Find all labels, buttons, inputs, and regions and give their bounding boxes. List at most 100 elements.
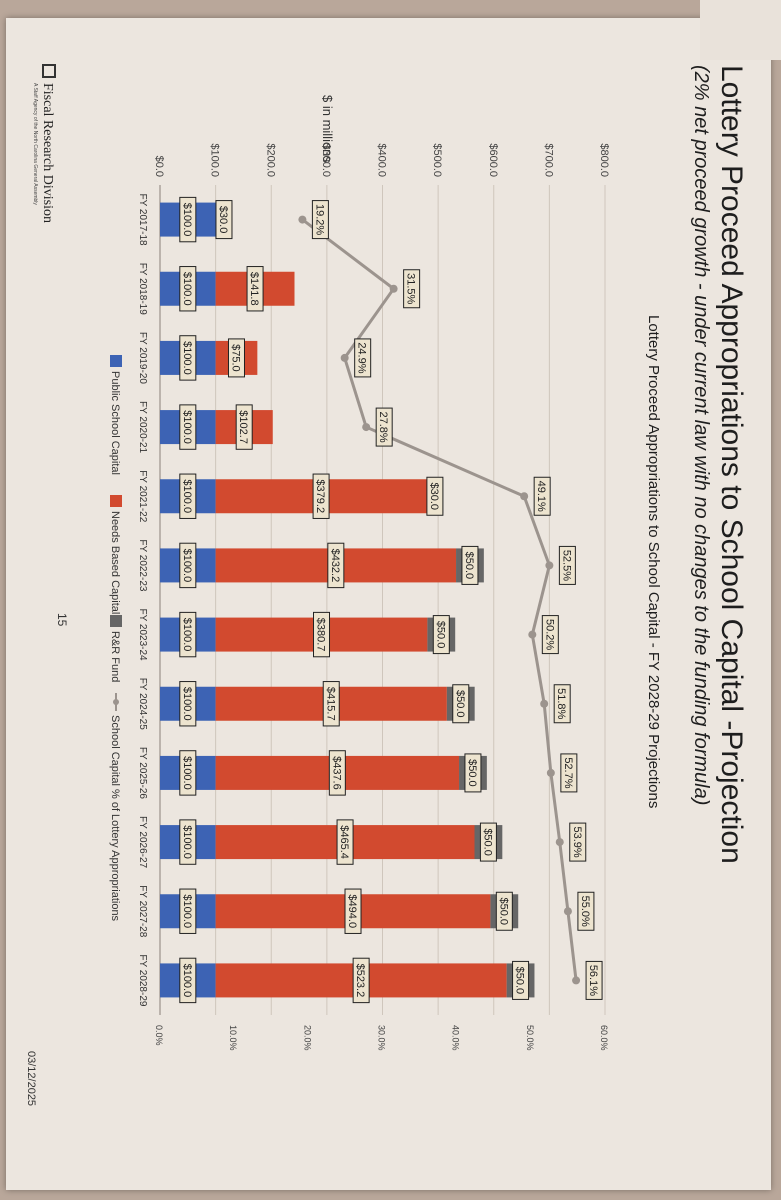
page-corner xyxy=(700,0,781,60)
label-public-school-capital: $100.0 xyxy=(181,272,193,306)
slide-title: Lottery Proceed Appropriations to School… xyxy=(715,65,748,864)
label-rr-fund-box xyxy=(432,615,450,655)
y2-tick-label: 0.0% xyxy=(154,1025,164,1046)
label-needs-based-capital-box xyxy=(227,338,245,378)
label-rr-fund: $50.0 xyxy=(463,552,475,580)
label-rr-fund: $50.0 xyxy=(454,690,466,718)
label-needs-based-capital-box xyxy=(352,957,370,1004)
label-public-school-capital-box xyxy=(179,681,197,727)
x-tick-label: FY 2025-26 xyxy=(137,747,148,800)
y-tick-label: $400.0 xyxy=(376,143,388,177)
percentage-label-box xyxy=(311,200,329,240)
label-public-school-capital-box xyxy=(179,819,197,865)
x-tick-label: FY 2022-23 xyxy=(137,539,148,592)
y-tick-label: $800.0 xyxy=(598,143,610,177)
chart-title: Lottery Proceed Appropriations to School… xyxy=(645,315,662,808)
label-rr-fund-box xyxy=(461,545,479,585)
label-needs-based-capital: $102.7 xyxy=(237,410,249,444)
footer-tagline: A Staff Agency of the North Carolina Gen… xyxy=(32,83,38,205)
y2-tick-label: 60.0% xyxy=(599,1025,609,1051)
x-tick-label: FY 2020-21 xyxy=(137,401,148,454)
legend-marker-line xyxy=(113,699,119,705)
label-needs-based-capital: $494.0 xyxy=(346,894,358,928)
label-needs-based-capital: $141.8 xyxy=(248,272,260,306)
label-needs-based-capital-box xyxy=(328,750,346,796)
label-needs-based-capital-box xyxy=(312,473,330,519)
label-public-school-capital: $100.0 xyxy=(181,341,193,375)
percentage-point xyxy=(389,284,398,293)
percentage-label: 53.9% xyxy=(571,826,583,857)
label-public-school-capital-box xyxy=(179,957,197,1004)
percentage-label-box xyxy=(577,891,595,931)
legend-swatch-rr xyxy=(110,615,122,627)
percentage-label-box xyxy=(585,960,603,1000)
page-number: 15 xyxy=(55,613,69,627)
label-public-school-capital-box xyxy=(179,473,197,519)
label-needs-based-capital-box xyxy=(235,404,253,450)
label-public-school-capital-box xyxy=(179,196,197,243)
label-rr-fund: $50.0 xyxy=(514,967,526,995)
y2-tick-label: 10.0% xyxy=(228,1025,238,1051)
left-axis-ticks: $0.0 $100.0 $200.0 $300.0 $400.0 $500.0 $600.0… xyxy=(153,143,610,177)
percentage-point xyxy=(340,353,349,362)
x-tick-label: FY 2028-29 xyxy=(137,954,148,1007)
percentage-label: 24.9% xyxy=(356,342,368,373)
label-needs-based-capital-box xyxy=(246,266,264,312)
percentage-label: 27.8% xyxy=(377,411,389,442)
label-public-school-capital: $100.0 xyxy=(181,203,193,237)
label-public-school-capital-box xyxy=(179,542,197,589)
label-needs-based-capital-box xyxy=(215,200,233,240)
percentage-label: 51.8% xyxy=(555,688,567,719)
percentage-label-box xyxy=(558,545,576,585)
label-public-school-capital: $100.0 xyxy=(181,964,193,998)
percentage-label-box xyxy=(375,407,393,447)
percentage-label-box xyxy=(403,269,421,309)
percentage-point xyxy=(545,561,554,570)
percentage-label-box xyxy=(533,476,551,516)
y2-tick-label: 40.0% xyxy=(451,1025,461,1051)
label-rr-fund: $50.0 xyxy=(481,828,493,856)
label-rr-fund-box xyxy=(452,684,470,724)
legend: Public School Capital Needs Based Capita… xyxy=(109,355,122,922)
category-axis-ticks: FY 2017-18 FY 2018-19 FY 2019-20 FY 2020-21… xyxy=(137,194,148,1007)
y2-tick-label: 20.0% xyxy=(302,1025,312,1051)
label-public-school-capital-box xyxy=(179,335,197,381)
bar-series: $100.0 $30.0 $100.0 $141.8 $100.0 $75.0 $100.0… xyxy=(160,196,535,1004)
gridlines xyxy=(159,185,606,1015)
label-public-school-capital-box xyxy=(179,750,197,796)
label-public-school-capital: $100.0 xyxy=(181,687,193,721)
label-needs-based-capital-box xyxy=(336,819,354,865)
y-tick-label: $200.0 xyxy=(264,143,276,177)
label-rr-fund: $50.0 xyxy=(497,897,509,925)
x-tick-label: FY 2021-22 xyxy=(137,470,148,523)
legend-label-line: School Capital % of Lottery Appropriatio… xyxy=(109,715,121,922)
label-needs-based-capital: $415.7 xyxy=(324,687,336,721)
y-tick-label: $0.0 xyxy=(153,156,165,177)
footer-org: Fiscal Research Division xyxy=(40,83,55,223)
y-tick-label: $300.0 xyxy=(320,143,332,177)
percentage-label: 52.5% xyxy=(560,550,572,581)
legend-label-rr: R&R Fund xyxy=(109,631,121,682)
label-public-school-capital: $100.0 xyxy=(181,894,193,928)
label-public-school-capital-box xyxy=(179,611,197,658)
label-needs-based-capital: $432.2 xyxy=(329,549,341,583)
label-rr-fund-box xyxy=(464,753,482,793)
x-tick-label: FY 2019-20 xyxy=(137,332,148,385)
x-tick-label: FY 2023-24 xyxy=(137,609,148,662)
label-public-school-capital: $100.0 xyxy=(181,825,193,859)
legend-swatch-needs xyxy=(110,495,122,507)
percentage-label-box xyxy=(354,338,372,378)
percentage-label: 55.0% xyxy=(579,896,591,927)
label-needs-based-capital: $523.2 xyxy=(354,964,366,998)
percentage-point xyxy=(520,492,529,501)
percentage-point xyxy=(528,630,537,639)
percentage-point xyxy=(362,423,371,432)
label-public-school-capital-box xyxy=(179,266,197,312)
slide-subtitle: (2% net proceed growth - under current l… xyxy=(690,65,712,805)
y-tick-label: $500.0 xyxy=(431,143,443,177)
right-axis-ticks: 0.0% 10.0% 20.0% 30.0% 40.0% 50.0% 60.0% xyxy=(154,1025,609,1051)
x-tick-label: FY 2027-28 xyxy=(137,885,148,938)
label-rr-fund-box xyxy=(512,960,530,1000)
y2-tick-label: 50.0% xyxy=(525,1025,535,1051)
percentage-label: 49.1% xyxy=(535,481,547,512)
